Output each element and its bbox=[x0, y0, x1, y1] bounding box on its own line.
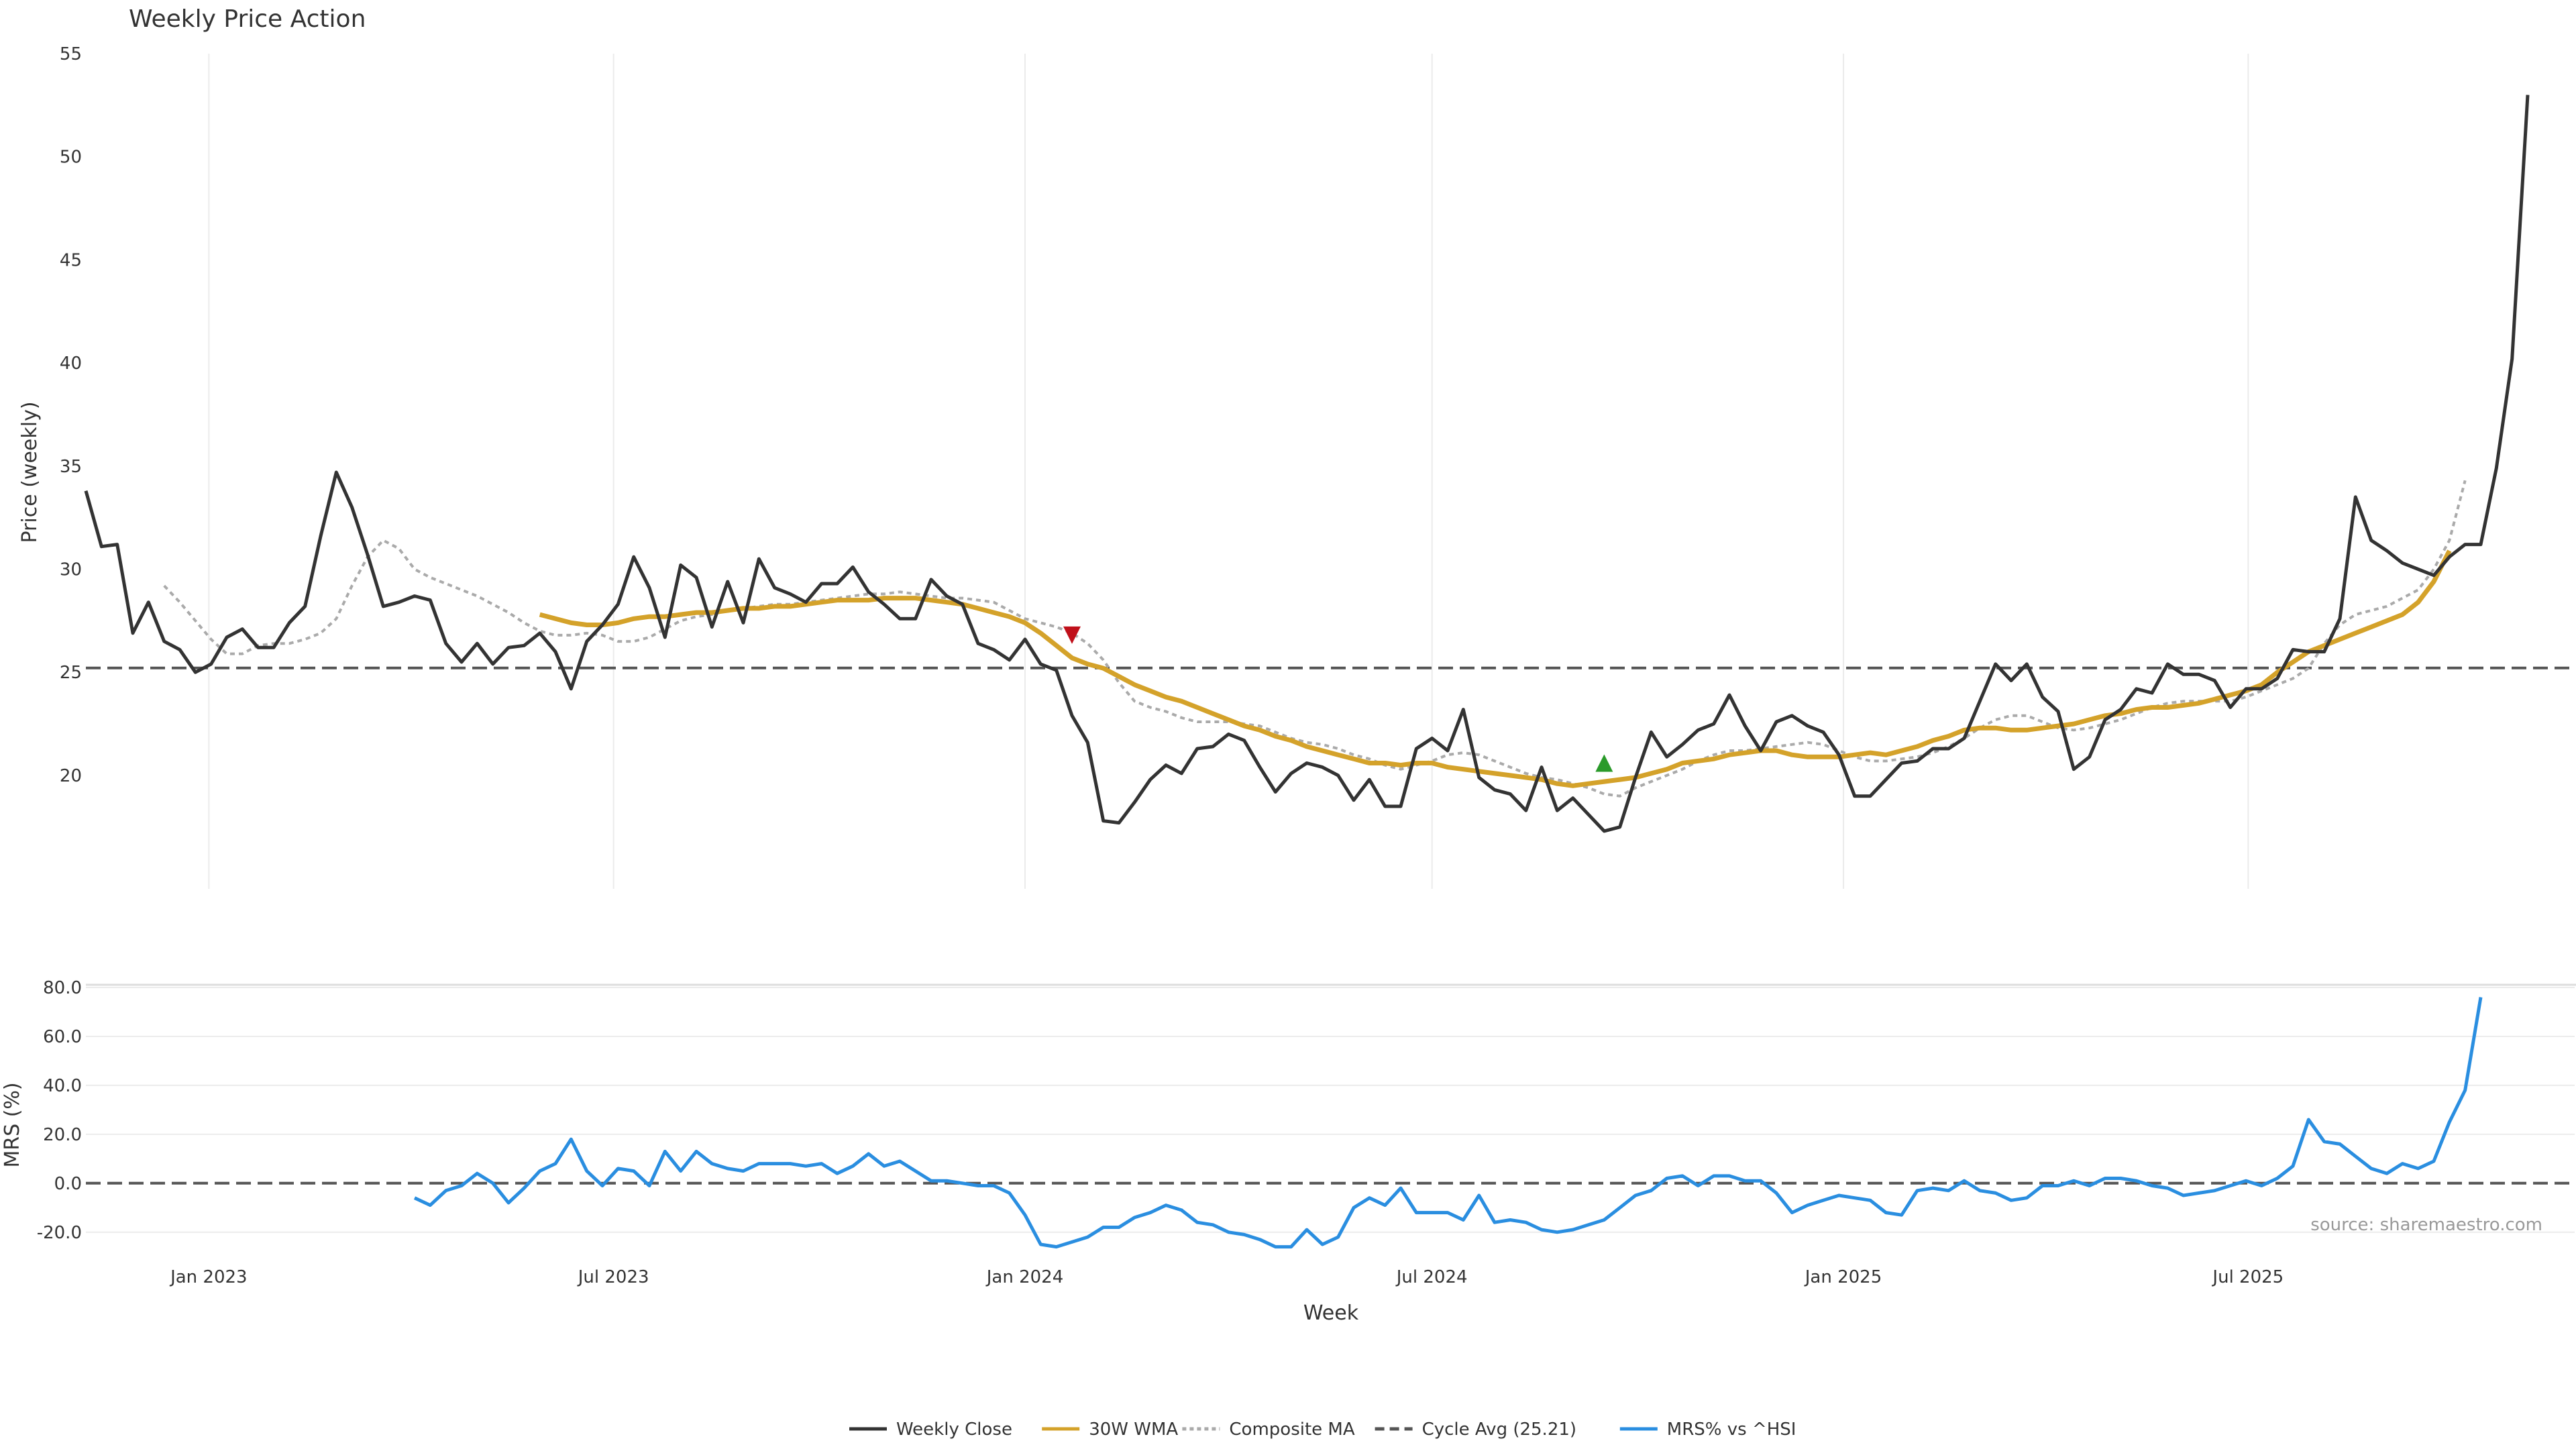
x-axis-ticks: Jan 2023 Jul 2023 Jan 2024 Jul 2024 Jan 2025… bbox=[169, 1267, 2284, 1287]
legend-item-30w-wma: 30W WMA bbox=[1042, 1419, 1178, 1440]
price-panel: Weekly Price Action 20 25 30 35 40 45 50 55 Pri… bbox=[18, 5, 2575, 889]
price-y-ticks: 20 25 30 35 40 45 50 55 bbox=[60, 44, 82, 786]
price-y-axis-label: Price (weekly) bbox=[18, 401, 42, 543]
mrs-panel: -20.0 0.0 20.0 40.0 60.0 80.0 MRS (%) source:… bbox=[1, 978, 2576, 1325]
x-tick-label: Jan 2023 bbox=[169, 1267, 248, 1287]
x-tick-label: Jan 2024 bbox=[985, 1267, 1064, 1287]
legend-label: Cycle Avg (25.21) bbox=[1422, 1419, 1576, 1440]
x-axis-label: Week bbox=[1303, 1301, 1359, 1325]
legend-label: Weekly Close bbox=[896, 1419, 1012, 1440]
mrs-tick-label: -20.0 bbox=[37, 1223, 82, 1243]
source-annotation: source: sharemaestro.com bbox=[2310, 1215, 2542, 1235]
signal-markers bbox=[1063, 626, 1613, 772]
price-series bbox=[84, 95, 2530, 833]
mrs-tick-label: 40.0 bbox=[43, 1076, 82, 1096]
x-tick-label: Jul 2025 bbox=[2211, 1267, 2284, 1287]
legend-item-cycle-avg-25-21: Cycle Avg (25.21) bbox=[1375, 1419, 1576, 1440]
mrs-tick-label: 20.0 bbox=[43, 1125, 82, 1145]
legend-item-mrs-vs-hsi: MRS% vs ^HSI bbox=[1619, 1419, 1796, 1440]
legend-label: 30W WMA bbox=[1089, 1419, 1178, 1440]
series-line-weekly-close bbox=[84, 95, 2530, 833]
mrs-tick-label: 80.0 bbox=[43, 978, 82, 998]
x-tick-label: Jul 2024 bbox=[1395, 1267, 1468, 1287]
mrs-tick-label: 60.0 bbox=[43, 1027, 82, 1047]
mrs-gridlines bbox=[86, 987, 2575, 1233]
price-tick-label: 40 bbox=[60, 354, 82, 374]
series-line-30w-wma bbox=[539, 549, 2452, 788]
legend-label: Composite MA bbox=[1229, 1419, 1354, 1440]
mrs-series bbox=[413, 997, 2483, 1249]
mrs-tick-label: 0.0 bbox=[54, 1174, 82, 1194]
x-tick-label: Jul 2023 bbox=[577, 1267, 649, 1287]
marker-triangle-down bbox=[1063, 626, 1081, 644]
price-tick-label: 35 bbox=[60, 457, 82, 477]
price-tick-label: 25 bbox=[60, 663, 82, 683]
price-tick-label: 30 bbox=[60, 560, 82, 580]
series-line-mrs-vs-hsi bbox=[413, 997, 2483, 1249]
legend-item-composite-ma: Composite MA bbox=[1182, 1419, 1355, 1440]
price-tick-label: 20 bbox=[60, 766, 82, 786]
chart-title: Weekly Price Action bbox=[129, 5, 366, 33]
price-tick-label: 50 bbox=[60, 148, 82, 168]
legend-item-weekly-close: Weekly Close bbox=[849, 1419, 1012, 1440]
legend-label: MRS% vs ^HSI bbox=[1667, 1419, 1796, 1440]
price-tick-label: 45 bbox=[60, 250, 82, 270]
mrs-y-ticks: -20.0 0.0 20.0 40.0 60.0 80.0 bbox=[37, 978, 82, 1243]
chart-legend: Weekly Close 30W WMA Composite MA Cycle Avg… bbox=[849, 1419, 1796, 1440]
marker-triangle-up bbox=[1595, 754, 1613, 772]
price-tick-label: 55 bbox=[60, 44, 82, 64]
series-line-composite-ma bbox=[163, 480, 2467, 798]
x-tick-label: Jan 2025 bbox=[1804, 1267, 1882, 1287]
mrs-y-axis-label: MRS (%) bbox=[1, 1082, 24, 1167]
price-gridlines bbox=[208, 54, 2249, 889]
